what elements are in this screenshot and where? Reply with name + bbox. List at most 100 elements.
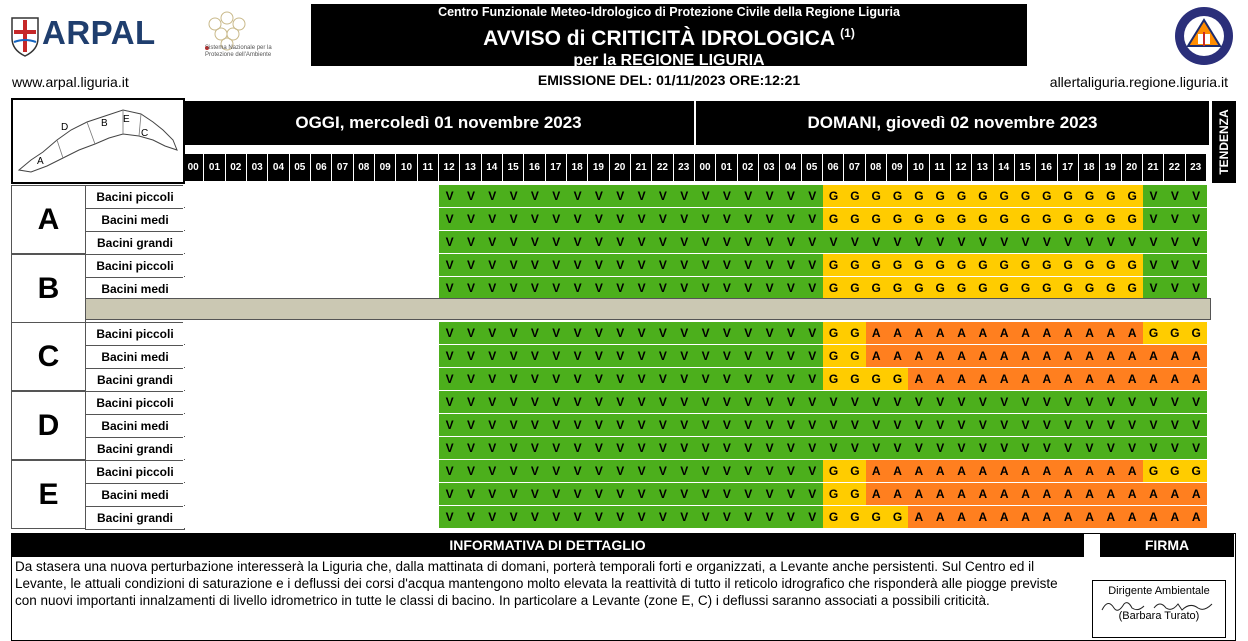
alert-cell	[417, 437, 439, 459]
hour-cell: 01	[716, 154, 737, 181]
alert-cell	[332, 185, 354, 207]
alert-cell	[396, 231, 418, 253]
alert-cell: V	[780, 414, 802, 436]
alert-cell	[289, 391, 311, 413]
alert-cell	[374, 185, 397, 207]
alert-cell: A	[1036, 345, 1058, 367]
alert-cell: V	[886, 231, 909, 253]
alert-cell: V	[694, 277, 717, 299]
alert-cell	[332, 414, 354, 436]
alert-cell	[353, 345, 375, 367]
alert-cell: V	[716, 414, 738, 436]
website-link-allerta[interactable]: allertaliguria.regione.liguria.it	[1049, 74, 1228, 90]
alert-cell: G	[822, 460, 845, 482]
signature-box	[1092, 580, 1226, 638]
alert-cell: G	[929, 277, 951, 299]
alert-cell: V	[737, 460, 759, 482]
alert-cell: V	[524, 414, 546, 436]
alert-cell	[204, 483, 226, 505]
alert-cell	[417, 414, 439, 436]
alert-cell: V	[758, 483, 781, 505]
alert-cell: V	[438, 254, 461, 276]
alert-cell	[246, 345, 269, 367]
alert-cell	[417, 368, 439, 390]
alert-cell: V	[780, 254, 802, 276]
alert-cell	[353, 254, 375, 276]
alert-cell: V	[758, 506, 781, 528]
signature-role: Dirigente Ambientale	[1108, 585, 1210, 597]
alert-cell: V	[502, 277, 525, 299]
alert-cell: V	[1164, 231, 1186, 253]
alert-cell: G	[950, 185, 973, 207]
alert-cell: G	[1036, 277, 1058, 299]
alert-cell: V	[737, 254, 759, 276]
alert-cell	[225, 437, 247, 459]
alert-cell: G	[1014, 208, 1037, 230]
alert-cell: V	[972, 437, 994, 459]
alert-cell: V	[1164, 391, 1186, 413]
alert-cell: A	[1121, 345, 1143, 367]
alert-cell	[204, 208, 226, 230]
alert-cell: V	[545, 277, 567, 299]
alert-cell: V	[780, 391, 802, 413]
alert-cell: V	[630, 208, 653, 230]
alert-cell	[268, 483, 290, 505]
alert-cell: G	[865, 368, 887, 390]
basin-label: Bacini piccoli	[85, 322, 185, 346]
alert-cell: G	[929, 254, 951, 276]
alert-cell: V	[822, 414, 845, 436]
alert-cell: G	[1100, 254, 1122, 276]
hour-cell: 18	[566, 154, 588, 181]
alert-cell	[183, 185, 205, 207]
alert-cell	[225, 277, 247, 299]
alert-cell: V	[673, 322, 695, 344]
alert-cell: V	[716, 391, 738, 413]
alert-cell: V	[801, 414, 823, 436]
alert-cell: V	[950, 437, 973, 459]
alert-cell: V	[652, 231, 674, 253]
alert-cell: G	[886, 254, 909, 276]
alert-cell: V	[502, 506, 525, 528]
hour-cell: 12	[950, 154, 972, 181]
alert-cell: V	[460, 345, 482, 367]
alert-cell	[268, 277, 290, 299]
alert-cell	[225, 483, 247, 505]
alert-cell: V	[460, 208, 482, 230]
hour-cell: 17	[1057, 154, 1078, 181]
alert-cell: V	[758, 391, 781, 413]
alert-cell	[246, 506, 269, 528]
alert-cell: V	[673, 277, 695, 299]
alert-cell	[183, 345, 205, 367]
alert-cell: A	[972, 460, 994, 482]
alert-cell	[268, 231, 290, 253]
alert-cell: V	[1057, 391, 1079, 413]
alert-cell: G	[822, 185, 845, 207]
title-note: (1)	[840, 26, 855, 40]
alert-cell	[289, 437, 311, 459]
alert-cell: V	[758, 322, 781, 344]
hour-cell: 21	[630, 154, 652, 181]
alert-cell: V	[588, 231, 610, 253]
alert-cell	[353, 414, 375, 436]
alert-cell	[268, 460, 290, 482]
alert-cell: A	[1078, 483, 1101, 505]
alert-cell	[353, 391, 375, 413]
alert-cell: V	[929, 414, 951, 436]
alert-cell	[396, 368, 418, 390]
title-banner: AVVISO di CRITICITÀ IDROLOGICA (1) per l…	[311, 20, 1027, 69]
website-link-arpal[interactable]: www.arpal.liguria.it	[12, 74, 129, 90]
alert-cell	[268, 506, 290, 528]
alert-cell: V	[1142, 391, 1165, 413]
alert-cell: V	[502, 368, 525, 390]
day-header-tomorrow: DOMANI, giovedì 02 novembre 2023	[696, 101, 1209, 145]
alert-cell: A	[972, 506, 994, 528]
alert-cell: V	[652, 322, 674, 344]
alert-cell: V	[1057, 414, 1079, 436]
alert-cell: G	[1057, 277, 1079, 299]
alert-cell: G	[886, 208, 909, 230]
alert-cell: V	[844, 391, 866, 413]
alert-cell: V	[801, 185, 823, 207]
alert-cell	[396, 277, 418, 299]
alert-cell	[310, 368, 333, 390]
alert-cell	[183, 460, 205, 482]
